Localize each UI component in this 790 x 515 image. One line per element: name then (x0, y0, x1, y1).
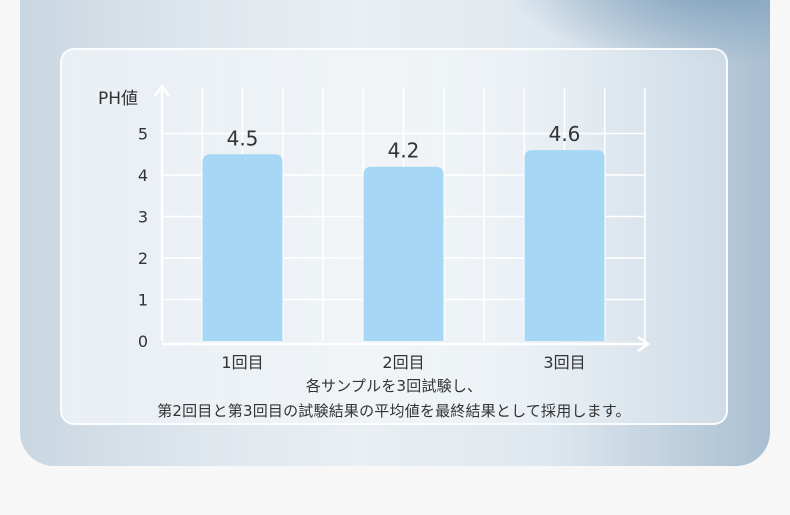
bar-3 (524, 150, 605, 341)
y-tick-label: 0 (138, 332, 148, 351)
bar-2 (363, 166, 444, 341)
data-label-2: 4.2 (388, 139, 420, 163)
data-label-1: 4.5 (227, 126, 259, 150)
x-tick-label-3: 3回目 (543, 353, 585, 372)
y-tick-label: 3 (138, 208, 148, 227)
y-tick-label: 4 (138, 166, 148, 185)
y-tick-label: 1 (138, 291, 148, 310)
y-axis-label: PH値 (98, 89, 138, 109)
caption-line-1: 各サンプルを3回試験し、 (305, 377, 483, 395)
axes: 1回目 2回目 3回目 0 1 2 3 4 5 (138, 83, 651, 372)
bars: 4.5 4.2 4.6 (202, 122, 605, 341)
bar-1 (202, 154, 283, 341)
data-label-3: 4.6 (549, 122, 581, 146)
caption-line-2: 第2回目と第3回目の試験結果の平均値を最終結果として採用します。 (157, 402, 631, 420)
x-axis-arrow-icon (637, 335, 651, 353)
y-tick-label: 5 (138, 125, 148, 144)
y-tick-label: 2 (138, 249, 148, 268)
x-tick-label-1: 1回目 (221, 353, 263, 372)
y-axis-arrow-icon (153, 83, 171, 97)
x-tick-label-2: 2回目 (382, 353, 424, 372)
